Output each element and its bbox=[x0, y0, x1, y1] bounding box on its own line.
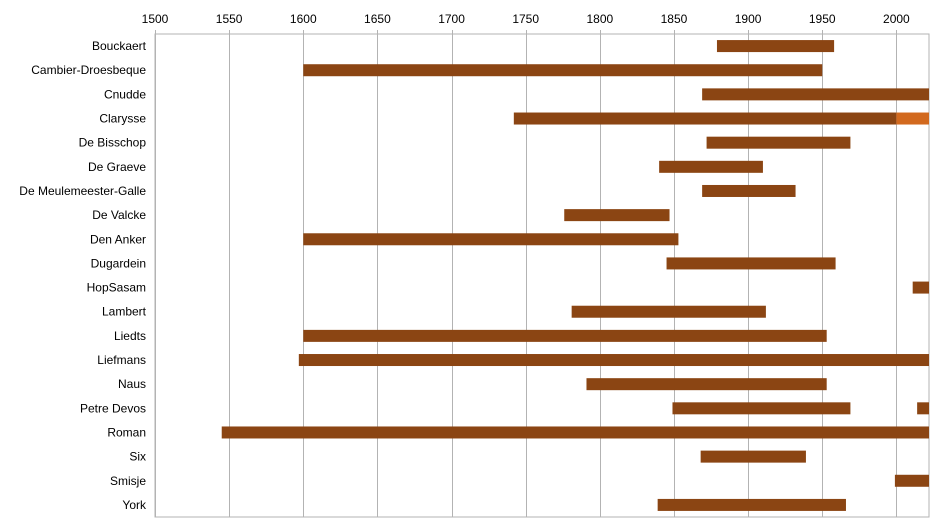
x-tick-label: 1750 bbox=[512, 12, 539, 26]
range-bar bbox=[666, 257, 836, 270]
range-bar bbox=[917, 402, 929, 415]
x-tick-label: 1550 bbox=[216, 12, 243, 26]
range-bar bbox=[571, 305, 766, 318]
x-tick-label: 1800 bbox=[586, 12, 613, 26]
row-label: Roman bbox=[107, 425, 146, 439]
range-bar bbox=[303, 329, 827, 342]
range-bar bbox=[716, 40, 835, 53]
range-bar bbox=[657, 498, 846, 511]
x-tick-label: 1650 bbox=[364, 12, 391, 26]
range-bar bbox=[303, 64, 823, 77]
range-bar bbox=[513, 112, 897, 125]
range-bar bbox=[298, 354, 929, 367]
range-bar bbox=[894, 474, 929, 487]
range-bar bbox=[702, 88, 929, 101]
range-bar bbox=[896, 112, 929, 125]
row-label: Den Anker bbox=[90, 232, 146, 246]
x-axis-tick-labels: 1500 1550 1600 1650 1700 1750 1800 1850 1900 1950… bbox=[142, 12, 910, 26]
row-label: Lambert bbox=[102, 305, 147, 319]
range-bar bbox=[706, 136, 851, 149]
range-bar bbox=[702, 184, 796, 197]
row-label: Smisje bbox=[110, 474, 146, 488]
row-label: De Valcke bbox=[92, 208, 146, 222]
row-label: De Meulemeester-Galle bbox=[19, 184, 146, 198]
row-label: Six bbox=[129, 450, 146, 464]
x-tick-label: 1850 bbox=[661, 12, 688, 26]
row-label: York bbox=[122, 498, 147, 512]
x-tick-label: 2000 bbox=[883, 12, 910, 26]
range-bar bbox=[586, 378, 827, 391]
range-bar bbox=[564, 209, 670, 222]
x-tick-label: 1600 bbox=[290, 12, 317, 26]
range-bar bbox=[303, 233, 679, 246]
row-label: De Bisschop bbox=[79, 136, 147, 150]
row-label: Bouckaert bbox=[92, 39, 147, 53]
range-bar bbox=[912, 281, 929, 294]
row-label: Dugardein bbox=[91, 256, 146, 270]
row-label: Liedts bbox=[114, 329, 146, 343]
row-label: Naus bbox=[118, 377, 146, 391]
row-label: HopSasam bbox=[87, 281, 146, 295]
range-bar bbox=[672, 402, 851, 415]
range-bar bbox=[700, 450, 806, 463]
row-label: Clarysse bbox=[99, 112, 146, 126]
x-tick-label: 1500 bbox=[142, 12, 169, 26]
row-label: De Graeve bbox=[88, 160, 146, 174]
x-tick-label: 1950 bbox=[809, 12, 836, 26]
row-label: Cambier-Droesbeque bbox=[31, 63, 146, 77]
row-label: Cnudde bbox=[104, 87, 146, 101]
bar-layer bbox=[221, 40, 930, 511]
plot-frame bbox=[154, 33, 930, 518]
grid-layer bbox=[154, 30, 930, 518]
x-tick-label: 1900 bbox=[735, 12, 762, 26]
range-bar bbox=[221, 426, 930, 439]
row-labels: Bouckaert Cambier-Droesbeque Cnudde Claryss… bbox=[19, 39, 147, 512]
row-label: Liefmans bbox=[97, 353, 146, 367]
row-label: Petre Devos bbox=[80, 401, 146, 415]
range-bar bbox=[659, 160, 763, 173]
x-tick-label: 1700 bbox=[438, 12, 465, 26]
